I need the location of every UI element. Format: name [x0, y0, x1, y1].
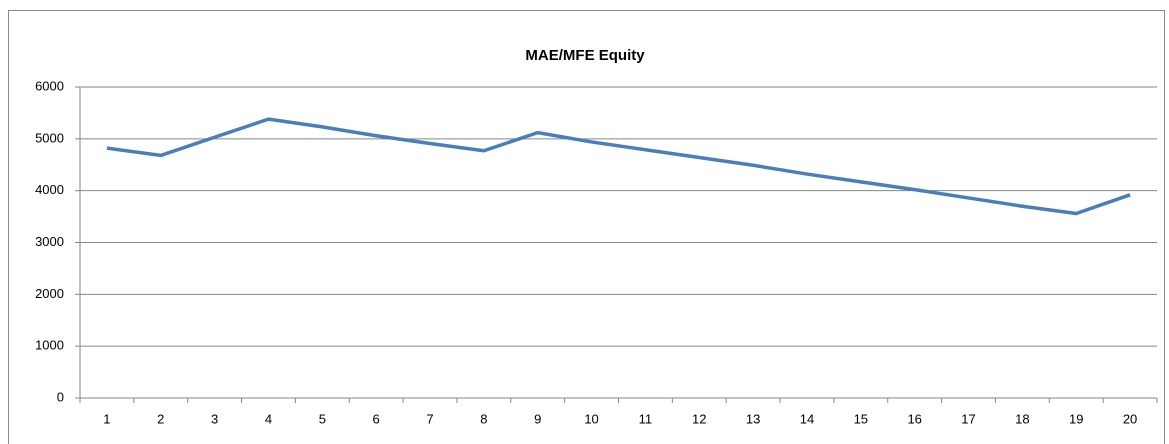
- y-tick-label: 2000: [35, 286, 64, 301]
- y-tick-label: 6000: [35, 78, 64, 93]
- x-tick-label: 6: [373, 411, 380, 426]
- x-tick-label: 11: [639, 411, 653, 426]
- x-tick-label: 15: [854, 411, 868, 426]
- x-tick-label: 7: [426, 411, 433, 426]
- x-tick-label: 16: [907, 411, 921, 426]
- x-tick-label: 19: [1069, 411, 1083, 426]
- x-tick-label: 14: [800, 411, 814, 426]
- x-tick-label: 2: [157, 411, 164, 426]
- data-line: [106, 117, 1131, 216]
- x-tick-label: 13: [746, 411, 760, 426]
- x-tick-label: 17: [961, 411, 975, 426]
- x-tick-label: 9: [534, 411, 541, 426]
- x-tick-label: 4: [265, 411, 272, 426]
- y-tick-label: 5000: [35, 130, 64, 145]
- y-tick-label: 3000: [35, 234, 64, 249]
- x-tick-label: 3: [211, 411, 218, 426]
- y-tick-label: 0: [57, 389, 64, 404]
- y-tick-label: 4000: [35, 182, 64, 197]
- x-tick-label: 1: [103, 411, 110, 426]
- x-tick-label: 18: [1015, 411, 1029, 426]
- chart-border: [8, 10, 1165, 444]
- x-tick-label: 8: [480, 411, 487, 426]
- x-tick-label: 12: [692, 411, 706, 426]
- y-tick-label: 1000: [35, 338, 64, 353]
- chart-title: MAE/MFE Equity: [525, 47, 645, 64]
- x-tick-label: 5: [319, 411, 326, 426]
- x-tick-label: 20: [1123, 411, 1137, 426]
- x-tick-label: 10: [584, 411, 598, 426]
